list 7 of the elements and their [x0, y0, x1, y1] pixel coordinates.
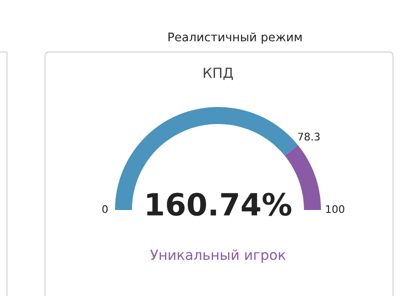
text: 0 — [102, 205, 108, 214]
text: 100 — [326, 205, 344, 214]
text: 160.74% — [147, 192, 292, 216]
text: 78.3 — [298, 132, 320, 141]
chart-subtitle: КПД — [204, 68, 233, 80]
chart-title: Реалистичный режим — [168, 32, 302, 44]
text: Уникальный игрок — [150, 249, 286, 263]
